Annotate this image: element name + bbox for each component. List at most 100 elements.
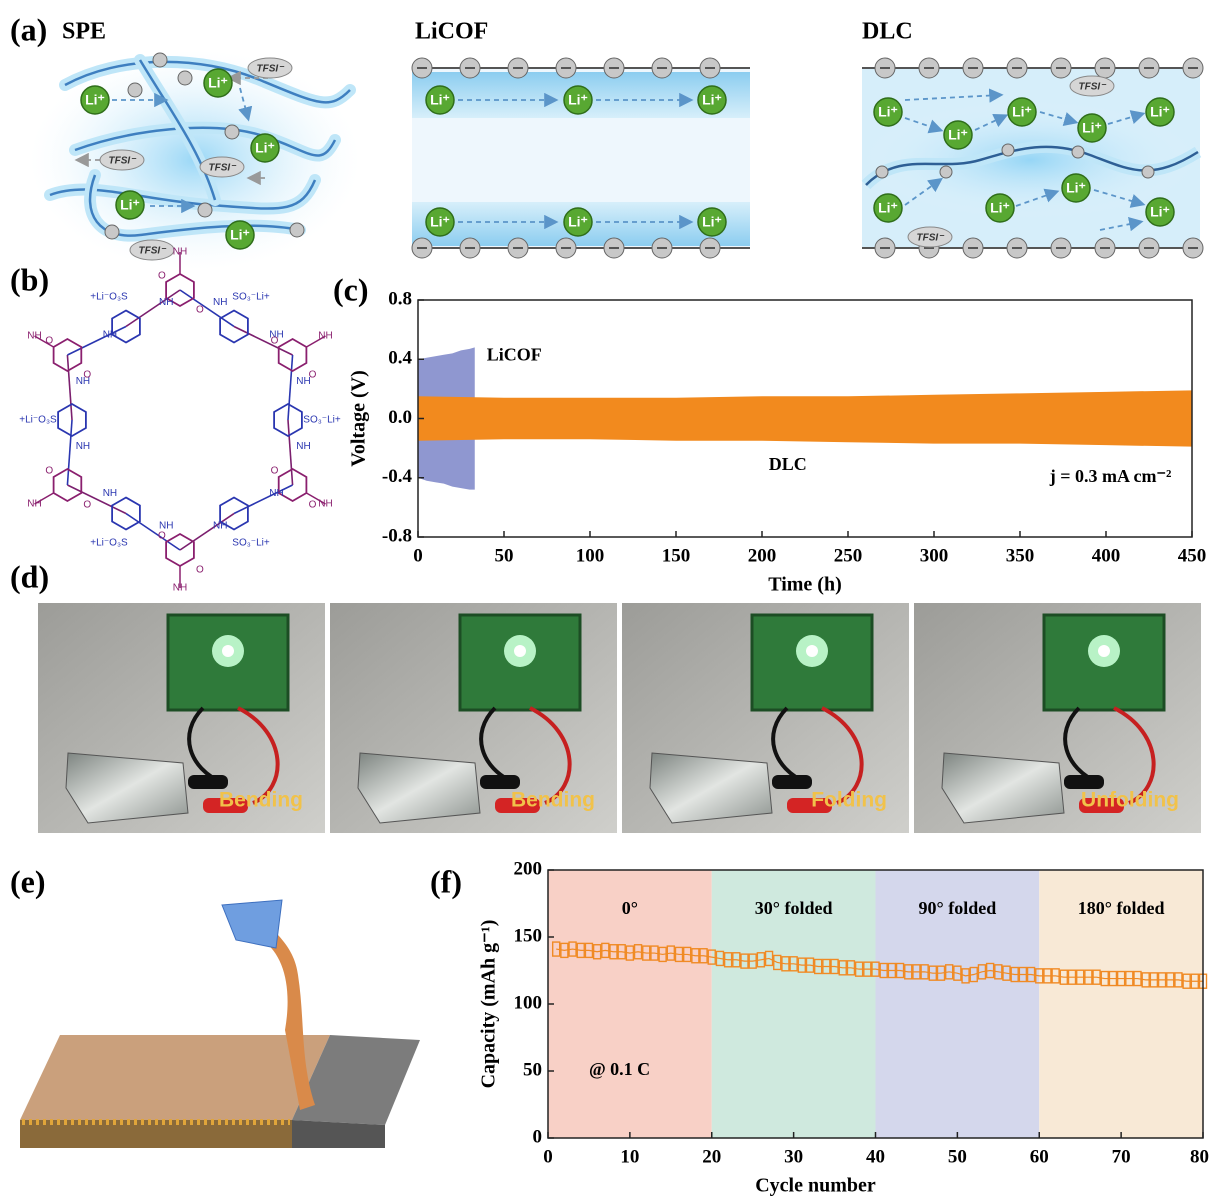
tfsi-label: TFSI⁻ bbox=[1079, 82, 1108, 93]
amine-label: NH bbox=[269, 488, 283, 499]
x-axis-label: Cycle number bbox=[755, 1175, 876, 1197]
oxygen-label: O bbox=[45, 466, 53, 477]
node bbox=[1002, 144, 1014, 156]
y-tick-label: 100 bbox=[514, 992, 543, 1013]
region-label: 90° folded bbox=[919, 898, 997, 918]
li-label: Li⁺ bbox=[990, 200, 1010, 216]
x-tick-label: 200 bbox=[748, 545, 777, 566]
bond bbox=[288, 420, 293, 485]
node bbox=[225, 125, 239, 139]
cup bbox=[222, 900, 282, 948]
voltage-band bbox=[418, 390, 1192, 418]
x-tick-label: 0 bbox=[413, 545, 423, 566]
y-tick-label: 0.4 bbox=[388, 348, 412, 369]
label: (e) bbox=[10, 863, 46, 899]
y-tick-label: -0.8 bbox=[382, 525, 412, 546]
amine-label: NH bbox=[318, 331, 332, 342]
li-label: Li⁺ bbox=[1012, 104, 1032, 120]
li-label: Li⁺ bbox=[1066, 180, 1086, 196]
amine-label: NH bbox=[159, 297, 173, 308]
tfsi-label: TFSI⁻ bbox=[109, 156, 138, 167]
panel-e bbox=[20, 900, 420, 1148]
li-label: Li⁺ bbox=[1150, 104, 1170, 120]
sulfonate-label: +Li⁻O₃S bbox=[90, 538, 128, 549]
amine-label: NH bbox=[159, 520, 173, 531]
sulfonate-label: SO₃⁻Li+ bbox=[232, 538, 270, 549]
x-tick-label: 70 bbox=[1112, 1146, 1131, 1167]
x-tick-label: 30 bbox=[784, 1146, 803, 1167]
x-tick-label: 450 bbox=[1178, 545, 1207, 566]
bond bbox=[288, 355, 293, 420]
sulfonate-label: +Li⁻O₃S bbox=[19, 415, 57, 426]
y-axis-label: Voltage (V) bbox=[348, 370, 370, 466]
oxygen-label: O bbox=[158, 271, 166, 282]
x-tick-label: 300 bbox=[920, 545, 949, 566]
sulfonate-label: SO₃⁻Li+ bbox=[232, 292, 270, 303]
li-label: Li⁺ bbox=[430, 214, 450, 230]
x-tick-label: 0 bbox=[543, 1146, 553, 1167]
li-label: Li⁺ bbox=[702, 214, 722, 230]
x-tick-label: 20 bbox=[702, 1146, 721, 1167]
y-tick-label: 0 bbox=[533, 1126, 543, 1147]
node bbox=[178, 71, 192, 85]
oxygen-label: O bbox=[196, 565, 204, 576]
label: (f) bbox=[430, 863, 462, 899]
li-label: Li⁺ bbox=[85, 92, 105, 108]
state-label: Unfolding bbox=[1081, 789, 1179, 812]
bond bbox=[180, 290, 234, 326]
amine-label: NH bbox=[103, 329, 117, 340]
li-label: Li⁺ bbox=[1082, 120, 1102, 136]
node bbox=[1072, 146, 1084, 158]
bond bbox=[234, 326, 293, 355]
li-label: Li⁺ bbox=[948, 127, 968, 143]
bond bbox=[234, 485, 293, 514]
clip bbox=[188, 775, 228, 789]
oxygen-label: O bbox=[196, 305, 204, 316]
x-tick-label: 80 bbox=[1190, 1146, 1209, 1167]
pouch-cell bbox=[358, 753, 480, 823]
oxygen-label: O bbox=[83, 500, 91, 511]
y-axis-label: Capacity (mAh g⁻¹) bbox=[478, 920, 500, 1089]
y-tick-label: -0.4 bbox=[382, 466, 413, 487]
li-label: Li⁺ bbox=[878, 104, 898, 120]
label: (c) bbox=[333, 271, 369, 307]
series-label: LiCOF bbox=[487, 344, 542, 364]
panel-b: O O NH NH SO₃⁻Li+ NH O O NH NH SO₃⁻Li+ NH O O NH NH SO₃⁻… bbox=[19, 247, 341, 594]
li-label: Li⁺ bbox=[230, 227, 250, 243]
label: (a) bbox=[10, 11, 47, 47]
clip bbox=[480, 775, 520, 789]
state-label: Bending bbox=[219, 789, 303, 812]
amine-label: NH bbox=[27, 499, 41, 510]
region-label: 0° bbox=[622, 898, 638, 918]
clip bbox=[772, 775, 812, 789]
li-label: Li⁺ bbox=[878, 200, 898, 216]
pouch-cell bbox=[942, 753, 1064, 823]
x-tick-label: 60 bbox=[1030, 1146, 1049, 1167]
y-tick-label: 200 bbox=[514, 858, 543, 879]
amine-label: NH bbox=[213, 520, 227, 531]
label: DLC bbox=[862, 19, 913, 45]
label: (b) bbox=[10, 261, 49, 297]
label: (d) bbox=[10, 558, 49, 594]
tfsi-label: TFSI⁻ bbox=[209, 163, 238, 174]
led bbox=[514, 645, 526, 657]
y-tick-label: 150 bbox=[514, 925, 543, 946]
label: SPE bbox=[62, 19, 106, 45]
figure: Li⁺ Li⁺ Li⁺ Li⁺ Li⁺ TFSI⁻ TFSI⁻ TFSI⁻ TFSI⁻ Li⁺ Li… bbox=[0, 0, 1210, 1198]
bond bbox=[67, 326, 126, 355]
node bbox=[940, 166, 952, 178]
x-tick-label: 50 bbox=[495, 545, 514, 566]
tfsi-label: TFSI⁻ bbox=[257, 64, 286, 75]
bond bbox=[67, 420, 72, 485]
panel-a: Li⁺ Li⁺ Li⁺ Li⁺ Li⁺ TFSI⁻ TFSI⁻ TFSI⁻ TFSI⁻ Li⁺ Li… bbox=[30, 50, 1203, 270]
y-tick-label: 50 bbox=[523, 1059, 542, 1080]
led bbox=[222, 645, 234, 657]
oxygen-label: O bbox=[309, 500, 317, 511]
amine-label: NH bbox=[173, 583, 187, 594]
x-tick-label: 100 bbox=[576, 545, 605, 566]
sulfonate-label: SO₃⁻Li+ bbox=[303, 415, 341, 426]
clip bbox=[1064, 775, 1104, 789]
node bbox=[128, 83, 142, 97]
oxygen-label: O bbox=[83, 370, 91, 381]
